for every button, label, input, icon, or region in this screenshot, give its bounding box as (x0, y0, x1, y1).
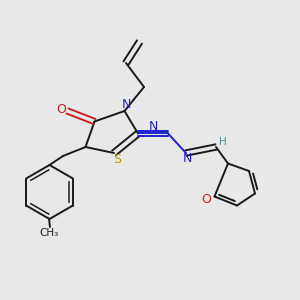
Text: S: S (113, 153, 121, 166)
Text: N: N (148, 120, 158, 134)
Text: CH₃: CH₃ (40, 228, 59, 238)
Text: H: H (219, 136, 226, 147)
Text: N: N (121, 98, 131, 112)
Text: O: O (201, 193, 211, 206)
Text: O: O (56, 103, 66, 116)
Text: N: N (183, 152, 192, 166)
